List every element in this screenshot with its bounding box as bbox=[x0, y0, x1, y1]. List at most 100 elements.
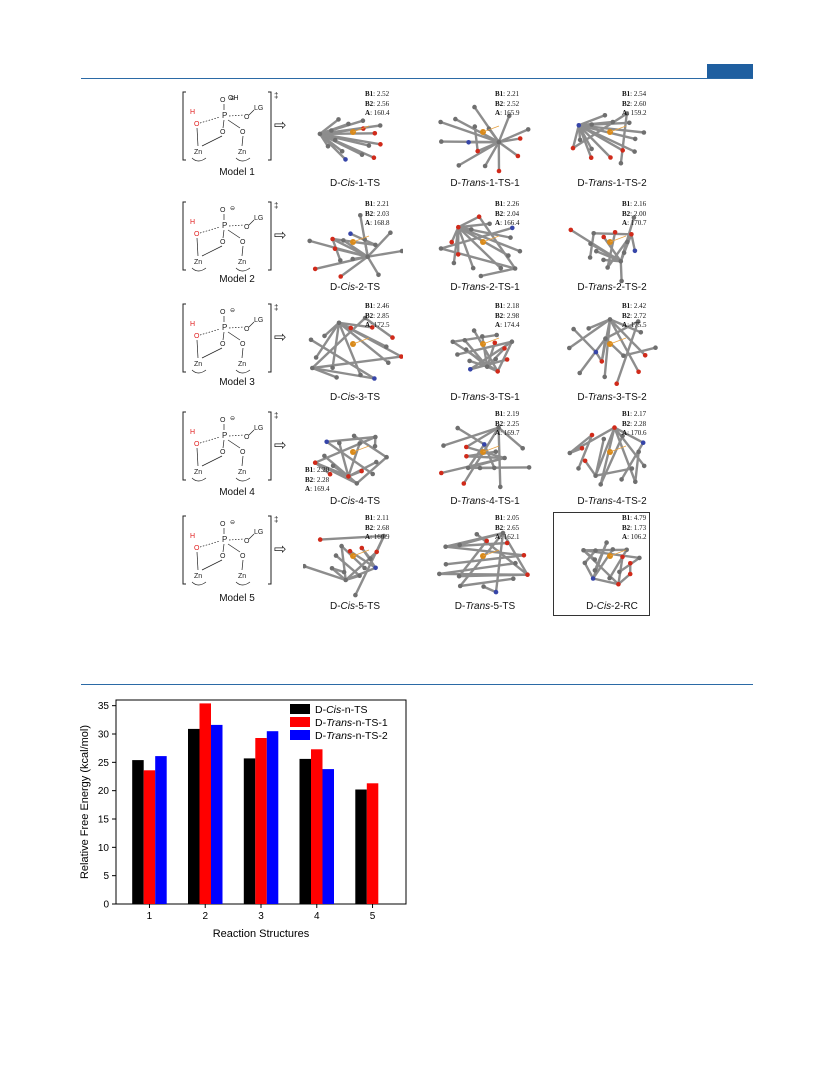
geo-b1: B1: 2.52 bbox=[365, 90, 390, 100]
molecule-drawing bbox=[437, 530, 530, 595]
label-italic: Trans bbox=[460, 282, 486, 293]
molecule-drawing bbox=[438, 104, 531, 174]
svg-text:Zn: Zn bbox=[194, 469, 202, 476]
reaction-arrow-icon: ⇨ bbox=[274, 227, 287, 244]
geo-value: : 160.4 bbox=[370, 109, 390, 117]
geo-key: B2 bbox=[495, 419, 504, 428]
svg-text:O: O bbox=[220, 309, 226, 316]
geo-a: A: 106.2 bbox=[622, 533, 647, 543]
geometry-params: B1: 2.17 B2: 2.28 A: 170.6 bbox=[622, 410, 647, 439]
geo-key: B2 bbox=[622, 311, 631, 320]
svg-text:⊖: ⊖ bbox=[230, 416, 235, 422]
ts-molecule-3-3 bbox=[560, 304, 660, 393]
svg-text:O: O bbox=[220, 417, 226, 424]
label-italic: Trans bbox=[587, 392, 613, 403]
svg-text:O: O bbox=[244, 224, 250, 231]
y-tick-label: 10 bbox=[98, 843, 110, 854]
molecule-drawing bbox=[312, 433, 389, 486]
geo-a: A: 170.6 bbox=[622, 429, 647, 439]
geo-value: : 172.5 bbox=[370, 321, 390, 329]
bar-5-1 bbox=[355, 789, 367, 904]
bar-1-1 bbox=[132, 760, 144, 904]
label-suffix: -3-TS-2 bbox=[612, 392, 647, 403]
geometry-params: B1: 2.54 B2: 2.60 A: 159.2 bbox=[622, 90, 647, 119]
geo-key: B2 bbox=[495, 99, 504, 108]
geo-key: B2 bbox=[305, 475, 314, 484]
geo-key: B1 bbox=[365, 302, 374, 310]
geo-value: : 2.21 bbox=[373, 200, 390, 208]
label-suffix: -3-TS-1 bbox=[485, 392, 520, 403]
geo-b2: B2: 2.52 bbox=[495, 100, 520, 110]
geo-key: A bbox=[495, 533, 501, 541]
geo-b2: B2: 2.28 bbox=[305, 476, 330, 486]
geo-key: A bbox=[495, 429, 501, 437]
geo-value: : 169.7 bbox=[500, 429, 520, 437]
geometry-params: B1: 2.52 B2: 2.56 A: 160.4 bbox=[365, 90, 390, 119]
geo-key: B2 bbox=[622, 209, 631, 218]
geo-a: A: 160.4 bbox=[365, 109, 390, 119]
svg-text:Zn: Zn bbox=[194, 573, 202, 580]
ts-molecule-1-2 bbox=[433, 92, 533, 181]
molecule-drawing bbox=[570, 111, 647, 166]
geo-value: : 2.60 bbox=[630, 99, 647, 108]
geo-value: : 2.28 bbox=[313, 475, 330, 484]
label-italic: Cis bbox=[340, 282, 355, 293]
geo-b2: B2: 2.60 bbox=[622, 100, 647, 110]
geo-key: B1 bbox=[495, 200, 504, 208]
geo-value: : 168.8 bbox=[370, 219, 390, 227]
svg-text:LG: LG bbox=[254, 425, 263, 432]
geo-b2: B2: 2.03 bbox=[365, 210, 390, 220]
label-italic: Trans bbox=[587, 496, 613, 507]
label-suffix: -2-TS bbox=[355, 282, 380, 293]
reaction-arrow-icon: ⇨ bbox=[274, 541, 287, 558]
geo-b2: B2: 2.28 bbox=[622, 420, 647, 430]
geo-value: : 2.42 bbox=[630, 302, 647, 310]
molecule-drawing bbox=[307, 213, 405, 279]
label-suffix: -2-RC bbox=[611, 601, 638, 612]
svg-text:Zn: Zn bbox=[238, 361, 246, 368]
x-axis-label: Reaction Structures bbox=[213, 928, 310, 940]
svg-text:O: O bbox=[220, 97, 226, 104]
geometry-params: B1: 2.46 B2: 2.85 A: 172.5 bbox=[365, 302, 390, 331]
svg-text:‡: ‡ bbox=[274, 515, 278, 524]
geo-value: : 2.17 bbox=[630, 410, 647, 418]
geo-b1: B1: 2.20 bbox=[305, 466, 330, 476]
label-italic: Trans bbox=[460, 392, 486, 403]
structure-label: D-Cis-4-TS bbox=[290, 496, 420, 507]
geo-a: A: 175.5 bbox=[622, 321, 647, 331]
label-suffix: -4-TS-2 bbox=[612, 496, 647, 507]
svg-text:LG: LG bbox=[254, 317, 263, 324]
svg-text:Zn: Zn bbox=[194, 149, 202, 156]
geo-value: : 170.7 bbox=[627, 219, 647, 227]
structure-label: D-Cis-2-RC bbox=[547, 601, 677, 612]
bar-3-2 bbox=[255, 738, 267, 904]
svg-text:⊖: ⊖ bbox=[230, 206, 235, 212]
label-suffix: -4-TS bbox=[355, 496, 380, 507]
molecule-drawing bbox=[581, 540, 642, 587]
geo-key: B1 bbox=[622, 90, 631, 98]
svg-text:O: O bbox=[194, 545, 200, 552]
structure-label: D-Trans-4-TS-1 bbox=[420, 496, 550, 507]
y-tick-label: 30 bbox=[98, 730, 110, 741]
geo-key: A bbox=[365, 321, 371, 329]
geo-key: B2 bbox=[495, 523, 504, 532]
bar-5-2 bbox=[366, 783, 379, 904]
svg-text:Zn: Zn bbox=[194, 361, 202, 368]
ts-molecule-5-1 bbox=[301, 516, 403, 605]
geo-b1: B1: 4.79 bbox=[622, 514, 647, 524]
geo-b1: B1: 2.16 bbox=[622, 200, 647, 210]
geo-b1: B1: 2.05 bbox=[495, 514, 520, 524]
label-suffix: -5-TS bbox=[490, 601, 516, 612]
svg-text:Zn: Zn bbox=[238, 573, 246, 580]
geo-key: A bbox=[365, 219, 371, 227]
geo-b1: B1: 2.17 bbox=[622, 410, 647, 420]
label-suffix: -1-TS bbox=[355, 178, 380, 189]
y-axis-label: Relative Free Energy (kcal/mol) bbox=[79, 725, 91, 879]
model-scheme-4: ‡ Zn Zn P O ⊖ LG O H O O O bbox=[182, 408, 294, 491]
structure-label: D-Trans-3-TS-2 bbox=[547, 392, 677, 403]
label-prefix: D- bbox=[329, 601, 341, 612]
model-scheme-5: ‡ Zn Zn P O ⊖ LG O H O O O bbox=[182, 512, 294, 595]
bar-4-1 bbox=[299, 758, 311, 904]
svg-text:O: O bbox=[194, 333, 200, 340]
